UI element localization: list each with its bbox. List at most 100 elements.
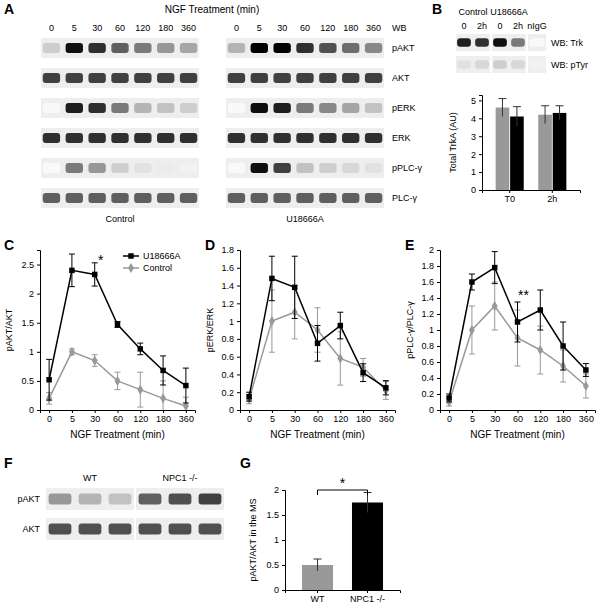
x-tick-mark xyxy=(495,410,496,413)
marker xyxy=(537,345,543,355)
y-tick: 0.4 xyxy=(421,373,440,383)
bar xyxy=(496,108,510,190)
y-tick-mark xyxy=(437,282,440,283)
membrane xyxy=(46,488,134,510)
x-tick: 60 xyxy=(313,410,323,424)
band xyxy=(134,163,151,173)
membrane xyxy=(41,38,199,58)
y-tick: 0.5 xyxy=(21,376,40,386)
band xyxy=(111,163,128,173)
y-tick: 1.8 xyxy=(421,261,440,271)
x-tick-mark xyxy=(118,410,119,413)
error-bar-cap xyxy=(137,372,143,373)
error-bar-cap xyxy=(583,376,589,377)
membrane xyxy=(41,128,199,148)
error-bar-cap xyxy=(446,394,452,395)
band xyxy=(365,163,382,173)
chart: C00.511.522.5053060120180360NGF Treatmen… xyxy=(4,237,196,440)
x-tick-mark xyxy=(367,590,368,593)
plot-area xyxy=(246,256,389,404)
error-bar-cap xyxy=(337,312,343,313)
band xyxy=(199,494,222,505)
error-bar-line xyxy=(516,107,517,127)
lane-label: 60 xyxy=(300,23,310,33)
error-bar-line xyxy=(317,559,318,571)
y-tick-mark xyxy=(37,323,40,324)
y-tick: 0 xyxy=(29,405,40,415)
marker xyxy=(492,301,498,311)
y-tick: 1.5 xyxy=(266,510,285,520)
y-tick: 0 xyxy=(471,185,482,195)
y-tick-mark xyxy=(282,490,285,491)
band xyxy=(157,73,174,83)
error-bar-cap xyxy=(115,372,121,373)
plot-area xyxy=(446,252,589,407)
x-axis-line xyxy=(441,411,596,414)
y-tick: 4 xyxy=(471,114,482,124)
annotation-text: ** xyxy=(518,287,529,303)
marker xyxy=(446,395,451,400)
band xyxy=(169,494,192,505)
y-tick-label: 1 xyxy=(274,535,279,545)
row-label: AKT xyxy=(22,524,40,534)
error-bar-cap xyxy=(360,363,366,364)
y-tick-label: 0 xyxy=(429,405,434,415)
band xyxy=(199,524,222,535)
panel-letter: A xyxy=(4,1,14,17)
band xyxy=(273,73,290,83)
band xyxy=(134,43,151,53)
y-tick-mark xyxy=(37,294,40,295)
y-tick-mark xyxy=(237,392,240,393)
error-bar-line xyxy=(367,493,368,513)
y-axis-line xyxy=(479,96,483,191)
error-bar xyxy=(314,559,322,571)
row-label: WB: pTyr xyxy=(551,60,588,70)
band xyxy=(251,73,268,83)
band xyxy=(273,163,290,173)
y-tick-label: 1.5 xyxy=(266,510,279,520)
band xyxy=(109,494,132,505)
marker xyxy=(315,341,320,346)
marker xyxy=(469,325,475,335)
lane-label: 30 xyxy=(277,23,287,33)
y-tick-label: 1.4 xyxy=(221,281,234,291)
band xyxy=(511,60,525,69)
marker xyxy=(583,367,588,372)
band xyxy=(66,43,83,53)
y-tick: 0.6 xyxy=(221,352,240,362)
lane-label: nIgG xyxy=(527,21,547,31)
band xyxy=(319,43,336,53)
x-tick-label: 0 xyxy=(247,414,252,424)
x-tick: 0 xyxy=(47,410,52,424)
membrane xyxy=(226,188,384,208)
y-tick-label: 1.4 xyxy=(421,293,434,303)
error-bar-cap xyxy=(583,398,589,399)
error-bar-cap xyxy=(583,363,589,364)
error-bar-cap xyxy=(92,366,98,367)
band xyxy=(529,60,544,69)
error-bar-line xyxy=(502,99,503,117)
band xyxy=(111,193,128,203)
x-tick-label: 360 xyxy=(379,414,394,424)
row-label: pPLC-γ xyxy=(392,163,423,173)
y-tick-mark xyxy=(282,590,285,591)
band xyxy=(157,43,174,53)
band xyxy=(228,133,245,143)
chart: B012345T02hTotal TrkA (AU) xyxy=(432,1,581,204)
y-tick-mark xyxy=(437,394,440,395)
y-tick-label: 0.2 xyxy=(221,388,234,398)
membrane xyxy=(136,518,224,540)
band xyxy=(111,73,128,83)
y-tick: 1.2 xyxy=(221,299,240,309)
band xyxy=(296,43,313,53)
band xyxy=(66,73,83,83)
y-tick-mark xyxy=(437,250,440,251)
marker xyxy=(137,385,143,395)
x-axis: 053060120180360 xyxy=(41,410,196,424)
error-bar-cap xyxy=(314,559,322,560)
error-bar-cap xyxy=(246,392,252,393)
y-tick-mark xyxy=(437,410,440,411)
x-tick-mark xyxy=(249,410,250,413)
x-tick-label: 30 xyxy=(290,414,300,424)
x-axis-title: NGF Treatment (min) xyxy=(70,429,164,440)
